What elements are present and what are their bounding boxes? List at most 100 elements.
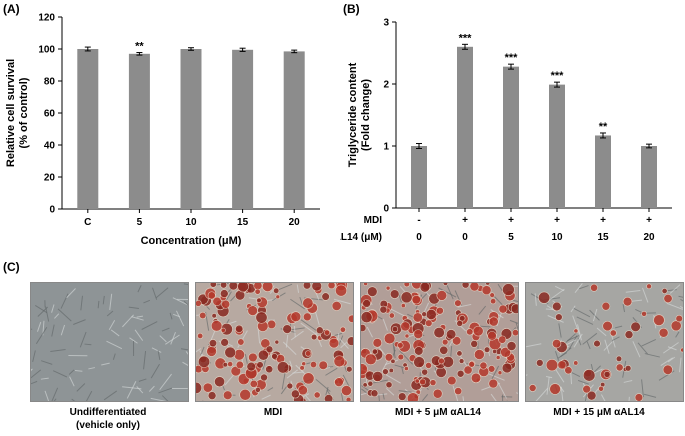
cell-texture	[248, 297, 258, 300]
cell-texture	[398, 390, 412, 393]
lipid-droplet	[273, 287, 280, 294]
lipid-droplet	[490, 298, 497, 305]
lipid-droplet	[310, 333, 318, 341]
cell-texture	[136, 386, 144, 394]
lipid-droplet	[197, 332, 204, 339]
cell-texture	[546, 377, 550, 395]
cell-texture	[66, 288, 76, 299]
significance-label: **	[135, 41, 144, 53]
cell-texture	[40, 377, 49, 380]
lipid-droplet	[557, 360, 567, 370]
cell-texture	[122, 314, 134, 328]
x-axis-title: Concentration (μM)	[141, 235, 242, 247]
panel-a-label: (A)	[3, 2, 20, 16]
lipid-droplet	[384, 353, 394, 362]
lipid-droplet	[400, 303, 406, 309]
lipid-droplet	[255, 311, 268, 324]
significance-label: ***	[505, 52, 519, 64]
cell-texture	[643, 393, 657, 398]
cell-texture	[545, 375, 553, 379]
cell-texture	[143, 299, 151, 304]
cell-texture	[159, 335, 167, 343]
lipid-droplet	[500, 346, 512, 358]
cell-texture	[54, 313, 60, 319]
lipid-droplet	[564, 366, 573, 375]
lipid-droplet	[442, 283, 449, 286]
x-tick-label: 5	[508, 232, 514, 243]
lipid-droplet	[260, 373, 268, 382]
lipid-droplet	[538, 291, 551, 304]
cell-texture	[385, 374, 401, 384]
lipid-droplet	[302, 372, 315, 385]
lipid-droplet	[487, 331, 497, 341]
caption-mdi-5: MDI + 5 μM αAL14	[395, 407, 481, 418]
cell-texture	[157, 350, 161, 360]
lipid-droplet	[481, 285, 492, 296]
cell-texture	[675, 331, 680, 338]
cell-texture	[462, 396, 465, 401]
cell-texture	[102, 295, 105, 305]
lipid-droplet	[439, 345, 449, 355]
cell-texture	[669, 284, 681, 294]
lipid-droplet	[265, 365, 274, 374]
cell-texture	[509, 319, 518, 324]
y-axis-title: Relative cell survival	[5, 59, 17, 167]
lipid-droplet	[372, 338, 383, 348]
cell-texture	[386, 387, 395, 396]
lipid-droplet	[598, 385, 604, 392]
cell-texture	[679, 357, 682, 373]
lipid-droplet	[528, 384, 537, 392]
cell-texture	[548, 288, 565, 301]
lipid-droplet	[267, 319, 277, 330]
lipid-droplet	[413, 329, 424, 340]
lipid-droplet	[603, 371, 611, 378]
lipid-droplet	[361, 311, 373, 324]
bar	[283, 51, 305, 210]
lipid-droplet	[425, 362, 432, 369]
y-axis-subtitle: (% of control)	[18, 77, 30, 148]
y-tick-label: 0	[383, 204, 389, 215]
cell-texture	[667, 346, 677, 351]
cell-texture	[50, 349, 66, 352]
cell-texture	[457, 303, 472, 308]
cell-texture	[51, 387, 59, 401]
significance-label: **	[599, 121, 608, 133]
cell-texture	[40, 360, 53, 365]
mdi-row-value: -	[417, 215, 420, 226]
lipid-droplet	[367, 286, 378, 297]
lipid-droplet	[536, 359, 544, 367]
lipid-droplet	[304, 350, 312, 357]
lipid-droplet	[593, 339, 601, 348]
lipid-droplet	[487, 365, 496, 373]
lipid-droplet	[573, 328, 579, 334]
cell-texture	[161, 395, 169, 401]
lipid-droplet	[210, 320, 223, 332]
lipid-droplet	[609, 329, 617, 337]
lipid-droplet	[246, 361, 256, 372]
lipid-droplet	[219, 289, 229, 298]
lipid-droplet	[586, 390, 597, 401]
y-tick-label: 100	[38, 45, 55, 56]
cell-texture	[666, 302, 683, 311]
cell-texture	[53, 398, 57, 401]
lipid-droplet	[265, 345, 274, 354]
y-tick-label: 60	[44, 109, 56, 120]
lipid-droplet	[334, 377, 344, 387]
cell-texture	[106, 340, 123, 350]
lipid-droplet	[335, 284, 348, 297]
cell-texture	[679, 305, 683, 309]
cell-texture	[576, 316, 594, 325]
cell-texture	[110, 329, 120, 337]
bar	[411, 146, 427, 208]
lipid-droplet	[582, 384, 591, 394]
lipid-droplet	[470, 372, 482, 384]
cell-texture	[577, 379, 590, 385]
cell-texture	[109, 293, 113, 311]
lipid-droplet	[590, 283, 598, 292]
y-axis-subtitle: (Fold change)	[360, 79, 372, 151]
lipid-droplet	[474, 349, 485, 360]
lipid-droplet	[469, 283, 480, 292]
lipid-droplet	[290, 311, 302, 322]
lipid-droplet	[235, 360, 244, 370]
lipid-droplet	[488, 378, 499, 389]
